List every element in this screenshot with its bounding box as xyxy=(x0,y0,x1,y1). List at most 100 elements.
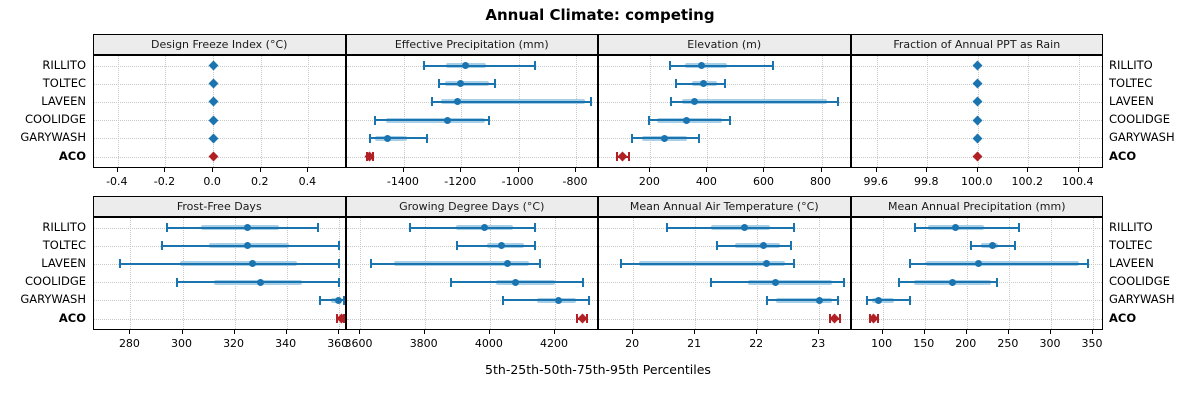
row-label-left-aco: ACO xyxy=(58,310,86,325)
axis-tick-label: 0.0 xyxy=(203,175,221,188)
median-marker xyxy=(661,134,669,142)
row-label-left-garywash: GARYWASH xyxy=(20,292,86,307)
h-gridline xyxy=(346,318,597,320)
panel-strip-title: Effective Precipitation (mm) xyxy=(394,38,549,51)
whisker-cap xyxy=(160,241,163,251)
range-line xyxy=(438,82,496,85)
axis-tick xyxy=(212,168,214,172)
axis-tick xyxy=(875,168,877,172)
h-gridline xyxy=(346,156,597,158)
axis-tick xyxy=(756,330,758,334)
row-label-right-garywash: GARYWASH xyxy=(1109,292,1175,307)
v-gridline xyxy=(234,218,236,329)
axis-tick xyxy=(976,168,978,172)
panel-strip-design-freeze-index: Design Freeze Index (°C) xyxy=(93,34,346,55)
whisker-cap xyxy=(970,241,973,251)
axis-tick xyxy=(881,330,883,334)
range-line xyxy=(120,262,339,265)
whisker-cap xyxy=(837,97,840,107)
whisker-cap xyxy=(430,97,433,107)
median-marker xyxy=(617,151,628,162)
median-marker xyxy=(512,278,520,286)
axis-tick-label: 200 xyxy=(638,175,660,188)
whisker-cap xyxy=(316,223,319,232)
range-line xyxy=(320,299,344,302)
whisker-cap xyxy=(828,314,831,323)
whisker-cap xyxy=(866,295,869,305)
axis-tick-label: 3600 xyxy=(344,337,373,350)
panel-strip-title: Growing Degree Days (°C) xyxy=(399,200,545,213)
axis-tick-label: 22 xyxy=(749,337,764,350)
range-line xyxy=(502,299,590,302)
axis-tick-label: 99.6 xyxy=(863,175,889,188)
whisker-cap xyxy=(715,241,718,251)
panel-mean-annual-precipitation xyxy=(850,217,1103,330)
axis-tick-label: 100 xyxy=(871,337,893,350)
whisker-cap xyxy=(176,277,179,287)
panel-fraction-ppt-rain xyxy=(850,55,1103,168)
axis-tick xyxy=(259,168,261,172)
axis-tick-label: 350 xyxy=(1081,337,1103,350)
h-gridline xyxy=(851,318,1102,320)
row-label-left-rillito: RILLITO xyxy=(42,57,86,72)
axis-tick xyxy=(554,330,556,334)
whisker-cap xyxy=(728,115,731,125)
axis-tick-label: 300 xyxy=(171,337,192,350)
h-gridline xyxy=(346,300,597,302)
axis-tick-label: -0.4 xyxy=(106,175,128,188)
h-gridline xyxy=(94,65,345,67)
axis-tick-label: 400 xyxy=(695,175,717,188)
whisker-cap xyxy=(337,277,340,287)
axis-tick-label: 100.2 xyxy=(1011,175,1044,188)
whisker-cap xyxy=(165,223,168,232)
row-label-left-toltec: TOLTEC xyxy=(42,237,86,252)
axis-tick-label: 340 xyxy=(275,337,297,350)
v-gridline xyxy=(359,218,361,329)
whisker-cap xyxy=(838,314,841,323)
whisker-cap xyxy=(589,97,592,107)
axis-tick-label: 0.4 xyxy=(298,175,317,188)
v-gridline xyxy=(182,218,184,329)
range-line xyxy=(867,299,910,302)
h-gridline xyxy=(94,156,345,158)
axis-tick-label: -800 xyxy=(562,175,588,188)
whisker-cap xyxy=(996,277,999,287)
row-label-right-aco: ACO xyxy=(1109,310,1137,325)
range-line xyxy=(910,262,1088,265)
median-marker xyxy=(454,98,462,106)
v-gridline xyxy=(1078,56,1080,167)
median-marker xyxy=(741,224,749,231)
range-line xyxy=(670,100,839,103)
panel-strip-frost-free-days: Frost-Free Days xyxy=(93,196,346,217)
median-marker xyxy=(972,96,983,107)
whisker-cap xyxy=(534,223,537,232)
axis-tick xyxy=(337,330,339,334)
axis-tick-label: 0.2 xyxy=(250,175,269,188)
h-gridline xyxy=(94,120,345,122)
whisker-cap xyxy=(1017,223,1020,232)
v-gridline xyxy=(338,218,340,329)
axis-tick-label: -1400 xyxy=(386,175,419,188)
median-marker xyxy=(504,260,512,268)
axis-tick xyxy=(181,330,183,334)
axis-tick-label: 21 xyxy=(687,337,702,350)
axis-tick-label: 320 xyxy=(223,337,245,350)
v-gridline xyxy=(876,56,878,167)
range-line xyxy=(899,281,998,284)
whisker-cap xyxy=(697,133,700,143)
axis-tick xyxy=(763,168,765,172)
h-gridline xyxy=(851,300,1102,302)
panel-strip-title: Fraction of Annual PPT as Rain xyxy=(893,38,1061,51)
h-gridline xyxy=(599,300,850,302)
row-label-right-garywash: GARYWASH xyxy=(1109,130,1175,145)
axis-tick xyxy=(706,168,708,172)
panel-design-freeze-index xyxy=(93,55,346,168)
row-label-right-coolidge: COOLIDGE xyxy=(1109,274,1170,289)
whisker-cap xyxy=(588,295,591,305)
axis-tick-label: 360 xyxy=(327,337,349,350)
row-label-right-rillito: RILLITO xyxy=(1109,219,1153,234)
axis-tick-label: 3800 xyxy=(409,337,438,350)
median-marker xyxy=(208,78,219,89)
median-marker xyxy=(874,296,882,304)
axis-tick-label: -1200 xyxy=(444,175,477,188)
